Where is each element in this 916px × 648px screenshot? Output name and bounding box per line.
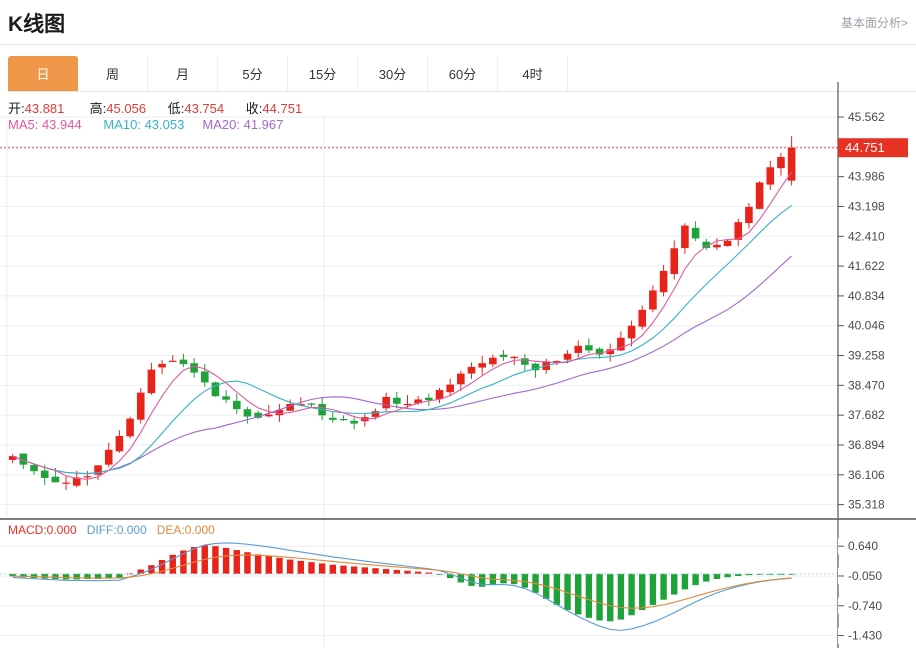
svg-text:43.198: 43.198 (848, 199, 885, 213)
svg-text:42.410: 42.410 (848, 229, 885, 243)
svg-text:36.106: 36.106 (848, 468, 885, 482)
svg-text:0.640: 0.640 (848, 539, 878, 553)
svg-text:39.258: 39.258 (848, 349, 885, 363)
svg-text:-1.430: -1.430 (848, 629, 882, 643)
svg-text:40.046: 40.046 (848, 319, 885, 333)
svg-text:45.562: 45.562 (848, 110, 885, 124)
svg-text:41.622: 41.622 (848, 259, 885, 273)
svg-text:43.986: 43.986 (848, 170, 885, 184)
svg-text:44.751: 44.751 (845, 140, 885, 155)
svg-text:-0.740: -0.740 (848, 599, 882, 613)
svg-text:38.470: 38.470 (848, 378, 885, 392)
svg-text:40.834: 40.834 (848, 289, 885, 303)
svg-text:37.682: 37.682 (848, 408, 885, 422)
svg-text:-0.050: -0.050 (848, 569, 882, 583)
svg-text:36.894: 36.894 (848, 438, 885, 452)
svg-text:35.318: 35.318 (848, 498, 885, 512)
